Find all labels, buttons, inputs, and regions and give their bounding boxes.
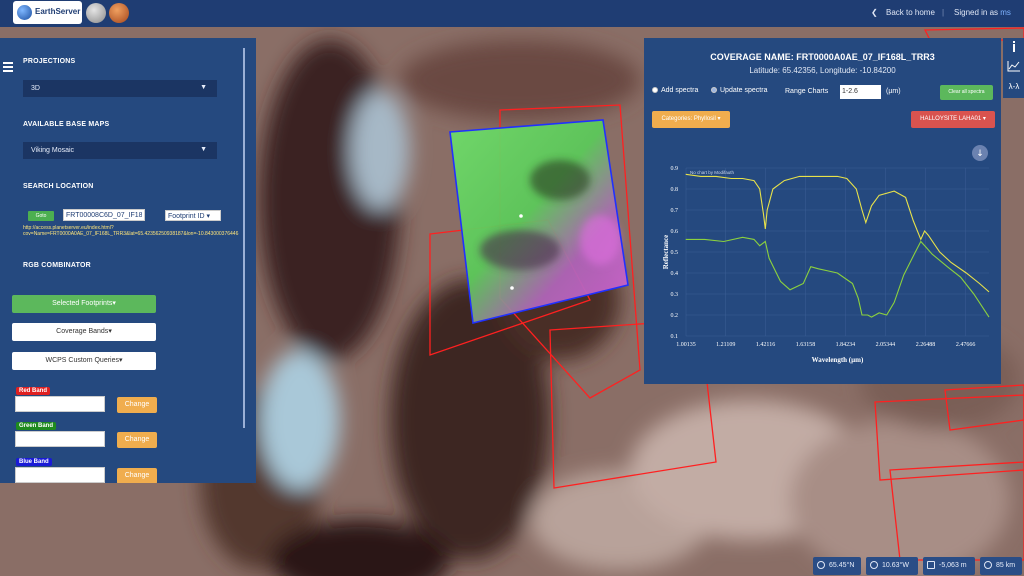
signed-in-label: Signed in as ms [954, 8, 1011, 17]
spectral-line-chart: ↓ 0.1 0.2 0.3 0.4 0.5 0.6 0.7 0.8 0.9 1.00135 1.211… [662, 145, 990, 364]
projections-title: PROJECTIONS [23, 58, 76, 65]
update-spectra-radio[interactable]: Update spectra [711, 87, 767, 94]
y-tick-label: 0.7 [671, 208, 679, 214]
base-map-value: Viking Mosaic [31, 147, 75, 154]
y-tick-label: 0.8 [671, 187, 679, 193]
x-tick-label: 1.21109 [716, 342, 735, 348]
signed-in-user-link[interactable]: ms [1000, 8, 1011, 17]
elevation-readout: -5,063 m [923, 557, 975, 575]
clear-spectra-button[interactable]: Clear all spectra [940, 85, 993, 100]
info-icon[interactable] [1007, 40, 1021, 52]
spectrum-line-1 [685, 173, 990, 293]
projection-value: 3D [31, 85, 40, 92]
selected-footprints-button[interactable]: Selected Footprints▾ [12, 295, 156, 313]
footprint-id-select[interactable]: Footprint ID ▾ [165, 210, 221, 221]
projection-select[interactable]: 3D ▼ [23, 80, 217, 97]
y-axis-label: Reflectance [662, 235, 670, 270]
x-axis-label: Wavelength (µm) [812, 356, 864, 364]
back-to-home-link[interactable]: Back to home [886, 8, 935, 17]
halloysite-dropdown[interactable]: HALLOYSITE LAHA01 ▾ [911, 111, 995, 128]
red-band-label: Red Band [16, 387, 51, 395]
top-bar: EarthServer ❮ Back to home | Signed in a… [0, 0, 1024, 27]
blue-band-input[interactable] [15, 467, 105, 483]
coverage-bands-button[interactable]: Coverage Bands▾ [12, 323, 156, 341]
footprint-input[interactable] [63, 209, 145, 221]
blue-change-button[interactable]: Change [117, 468, 157, 483]
logo-text: EarthServer [35, 7, 81, 16]
wcps-queries-button[interactable]: WCPS Custom Queries▾ [12, 352, 156, 370]
categories-dropdown[interactable]: Categories: Phyllosil ▾ [652, 111, 730, 128]
latitude-readout: 65.45°N [813, 557, 861, 575]
chart-icon[interactable] [1007, 60, 1021, 72]
search-location-title: SEARCH LOCATION [23, 183, 94, 190]
chevron-left-icon[interactable]: ❮ [871, 8, 878, 17]
x-tick-label: 2.26488 [916, 342, 936, 348]
moon-icon[interactable] [86, 3, 106, 23]
y-tick-label: 0.6 [671, 229, 679, 235]
base-maps-title: AVAILABLE BASE MAPS [23, 121, 110, 128]
chevron-down-icon: ▼ [200, 84, 207, 91]
x-tick-label: 2.05344 [876, 342, 896, 348]
coverage-coordinates: Latitude: 65.42356, Longitude: -10.84200 [749, 66, 896, 75]
compass-icon [870, 561, 878, 570]
x-tick-label: 2.47666 [956, 342, 976, 348]
x-tick-label: 1.00135 [676, 342, 696, 348]
y-tick-label: 0.2 [671, 313, 679, 319]
globe-icon [17, 5, 32, 20]
range-input[interactable]: 1-2.6 [840, 85, 881, 99]
goto-button[interactable]: Goto [28, 211, 54, 221]
elevation-icon [927, 561, 935, 570]
share-url[interactable]: http://access.planetserver.eu/index.html… [23, 225, 239, 237]
x-tick-label: 1.84234 [836, 342, 856, 348]
right-toolbar: λ-λ [1003, 38, 1024, 98]
coverage-name-title: COVERAGE NAME: FRT0000A0AE_07_IF168L_TRR… [710, 52, 935, 62]
mars-icon[interactable] [109, 3, 129, 23]
scrollbar[interactable] [243, 48, 245, 428]
range-charts-label: Range Charts [785, 88, 829, 95]
x-tick-label: 1.42116 [756, 342, 775, 348]
green-band-input[interactable] [15, 431, 105, 447]
blue-band-label: Blue Band [16, 458, 52, 466]
red-change-button[interactable]: Change [117, 397, 157, 413]
green-band-label: Green Band [16, 422, 57, 430]
spectrum-line-2 [685, 236, 990, 318]
chevron-down-icon: ▼ [200, 146, 207, 153]
side-panel: PROJECTIONS 3D ▼ AVAILABLE BASE MAPS Vik… [0, 38, 256, 483]
y-tick-label: 0.1 [671, 334, 679, 340]
x-tick-label: 1.63158 [796, 342, 816, 348]
y-tick-label: 0.3 [671, 292, 679, 298]
lambda-icon[interactable]: λ-λ [1008, 82, 1020, 91]
y-tick-label: 0.5 [671, 250, 679, 256]
plot-area-background [652, 136, 995, 372]
longitude-readout: 10.63°W [866, 557, 918, 575]
altitude-readout: 85 km [980, 557, 1022, 575]
globe-icon [817, 561, 825, 570]
base-map-select[interactable]: Viking Mosaic ▼ [23, 142, 217, 159]
red-band-input[interactable] [15, 396, 105, 412]
download-icon-glyph: ↓ [976, 149, 984, 159]
spectral-chart-panel: COVERAGE NAME: FRT0000A0AE_07_IF168L_TRR… [644, 38, 1001, 384]
menu-icon[interactable] [3, 62, 13, 74]
add-spectra-radio[interactable]: Add spectra [652, 87, 698, 94]
y-tick-label: 0.9 [671, 166, 679, 172]
rgb-combinator-title: RGB COMBINATOR [23, 262, 91, 269]
green-change-button[interactable]: Change [117, 432, 157, 448]
plot-caption: No chart by Modifauth [690, 170, 735, 175]
download-icon[interactable] [972, 145, 988, 161]
eye-icon [984, 561, 992, 570]
range-unit: (µm) [886, 88, 901, 95]
header-separator: | [942, 8, 945, 17]
y-tick-label: 0.4 [671, 271, 679, 277]
earthserver-logo[interactable]: EarthServer [13, 1, 82, 24]
